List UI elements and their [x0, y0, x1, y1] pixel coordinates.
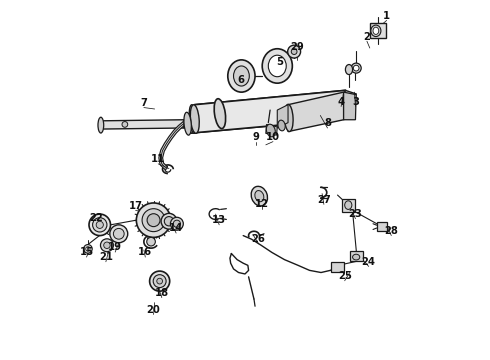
Polygon shape [338, 90, 356, 120]
Ellipse shape [251, 186, 268, 206]
Circle shape [89, 214, 111, 235]
Circle shape [149, 271, 170, 291]
Text: 23: 23 [348, 209, 362, 219]
Polygon shape [266, 125, 277, 135]
Circle shape [173, 220, 180, 227]
Text: 11: 11 [151, 154, 165, 164]
Ellipse shape [262, 49, 293, 83]
Text: 3: 3 [352, 97, 359, 107]
Circle shape [353, 65, 359, 71]
Circle shape [86, 247, 90, 251]
Circle shape [153, 275, 166, 288]
Circle shape [161, 213, 177, 229]
Text: 21: 21 [99, 252, 113, 262]
Ellipse shape [373, 27, 379, 35]
Ellipse shape [190, 105, 199, 133]
Polygon shape [184, 117, 191, 131]
Circle shape [100, 239, 113, 252]
Ellipse shape [214, 99, 225, 129]
Text: 16: 16 [138, 247, 152, 257]
Text: 9: 9 [252, 132, 259, 142]
Ellipse shape [184, 112, 191, 135]
Ellipse shape [353, 254, 360, 260]
Circle shape [164, 217, 173, 226]
Circle shape [171, 217, 183, 230]
Polygon shape [288, 92, 343, 132]
Text: 10: 10 [266, 132, 280, 142]
Text: 15: 15 [79, 247, 94, 257]
Bar [331, 262, 344, 272]
Bar [370, 23, 386, 39]
Circle shape [291, 49, 297, 54]
Circle shape [113, 228, 124, 239]
Circle shape [157, 278, 163, 284]
Ellipse shape [189, 105, 197, 133]
Ellipse shape [255, 190, 264, 202]
Circle shape [142, 209, 165, 231]
Circle shape [84, 244, 92, 253]
Text: 2: 2 [364, 32, 370, 41]
Ellipse shape [228, 60, 255, 92]
Text: 12: 12 [255, 199, 269, 210]
Circle shape [288, 45, 300, 58]
Text: 7: 7 [141, 98, 147, 108]
Circle shape [93, 218, 107, 232]
Bar [350, 251, 363, 261]
Bar [377, 222, 388, 231]
Text: 29: 29 [290, 42, 304, 51]
Text: 14: 14 [169, 224, 183, 233]
Text: 17: 17 [128, 201, 143, 211]
Circle shape [147, 214, 160, 226]
Text: 4: 4 [338, 97, 344, 107]
Circle shape [351, 63, 361, 73]
Ellipse shape [278, 120, 285, 131]
Text: 6: 6 [237, 75, 244, 85]
Ellipse shape [284, 104, 293, 131]
Text: 26: 26 [252, 234, 266, 244]
Circle shape [104, 242, 110, 248]
Text: 20: 20 [147, 305, 160, 315]
Text: 5: 5 [277, 57, 284, 67]
Bar [342, 199, 355, 212]
Text: 28: 28 [384, 226, 398, 236]
Polygon shape [188, 90, 345, 134]
Polygon shape [277, 105, 288, 128]
Polygon shape [100, 120, 184, 129]
Ellipse shape [98, 117, 104, 133]
Text: 22: 22 [89, 213, 103, 222]
Ellipse shape [344, 201, 352, 210]
Circle shape [96, 221, 103, 228]
Polygon shape [343, 92, 356, 120]
Text: 27: 27 [317, 195, 331, 205]
Ellipse shape [371, 25, 381, 37]
Text: 24: 24 [362, 257, 376, 267]
Text: 18: 18 [155, 288, 169, 298]
Ellipse shape [345, 64, 353, 75]
Ellipse shape [269, 55, 286, 77]
Text: 13: 13 [212, 215, 226, 225]
Text: 8: 8 [324, 118, 331, 128]
Circle shape [110, 225, 128, 243]
Text: 19: 19 [108, 242, 122, 252]
Circle shape [136, 203, 171, 237]
Text: 25: 25 [338, 271, 352, 281]
Circle shape [122, 122, 128, 127]
Ellipse shape [267, 124, 275, 137]
Ellipse shape [234, 66, 249, 86]
Text: 1: 1 [383, 11, 390, 21]
Circle shape [147, 237, 155, 246]
